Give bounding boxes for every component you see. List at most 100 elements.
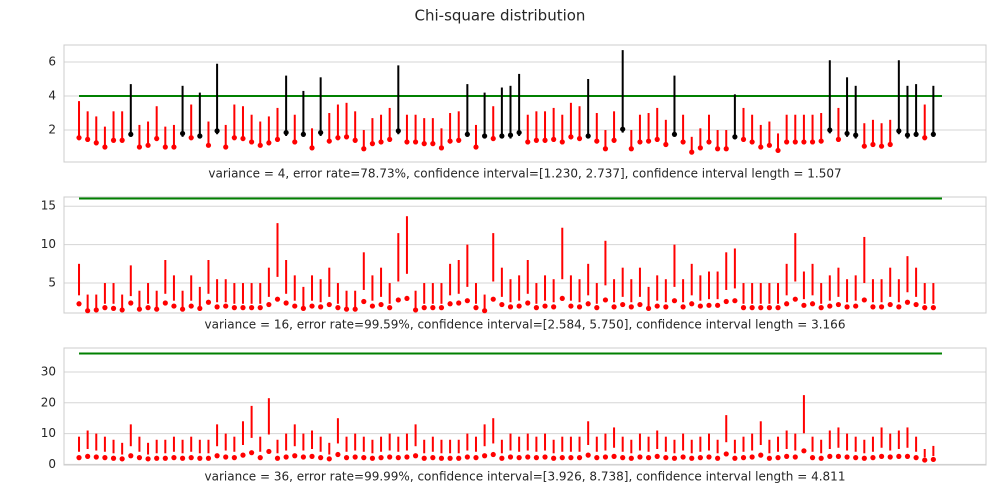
estimate-dot — [645, 455, 652, 461]
estimate-dot — [870, 141, 876, 148]
estimate-dot — [223, 144, 229, 150]
estimate-dot — [85, 308, 91, 314]
estimate-dot — [171, 144, 177, 150]
estimate-dot — [464, 131, 470, 137]
estimate-dot — [378, 301, 384, 308]
estimate-dot — [671, 298, 678, 304]
estimate-dot — [654, 303, 660, 309]
estimate-dot — [525, 300, 531, 306]
estimate-dot — [749, 139, 755, 145]
estimate-dot — [637, 301, 643, 308]
estimate-dot — [438, 305, 445, 311]
estimate-dot — [758, 452, 764, 458]
estimate-dot — [387, 305, 393, 311]
estimate-dot — [283, 129, 289, 136]
estimate-dot — [154, 455, 160, 461]
estimate-dot — [533, 455, 539, 461]
estimate-dot — [490, 296, 496, 302]
estimate-dot — [473, 144, 479, 150]
estimate-dot — [801, 139, 807, 145]
y-tick-label: 15 — [41, 199, 56, 213]
estimate-dot — [490, 451, 496, 458]
estimate-dot — [499, 133, 505, 139]
estimate-dot — [482, 308, 488, 314]
estimate-dot — [292, 139, 298, 145]
y-tick-label: 4 — [48, 89, 56, 103]
estimate-dot — [421, 455, 427, 461]
estimate-dot — [689, 149, 695, 155]
estimate-dot — [680, 139, 686, 145]
estimate-dot — [861, 143, 867, 149]
estimate-dot — [533, 305, 539, 311]
estimate-dot — [378, 139, 384, 145]
estimate-dot — [110, 455, 117, 461]
estimate-dot — [904, 132, 911, 138]
estimate-dot — [533, 137, 539, 143]
estimate-dot — [715, 302, 721, 308]
estimate-dot — [766, 455, 772, 461]
estimate-dot — [628, 455, 634, 461]
estimate-dot — [300, 131, 306, 137]
estimate-dot — [930, 456, 936, 463]
estimate-dot — [775, 305, 781, 311]
axis-caption: variance = 16, error rate=99.59%, confid… — [205, 318, 846, 332]
estimate-dot — [464, 454, 470, 460]
estimate-dot — [266, 301, 272, 308]
estimate-dot — [76, 135, 82, 141]
estimate-dot — [620, 455, 626, 461]
estimate-dot — [438, 455, 445, 461]
estimate-dot — [335, 305, 341, 311]
estimate-dot — [697, 455, 703, 461]
estimate-dot — [740, 305, 747, 311]
estimate-dot — [387, 454, 393, 460]
estimate-dot — [456, 300, 462, 306]
estimate-dot — [119, 307, 125, 313]
estimate-dot — [309, 453, 315, 459]
estimate-dot — [343, 134, 350, 140]
estimate-dot — [482, 453, 488, 459]
estimate-dot — [361, 455, 367, 461]
estimate-dot — [568, 134, 574, 140]
estimate-dot — [369, 455, 376, 461]
estimate-dot — [568, 303, 574, 309]
estimate-dot — [809, 455, 816, 461]
estimate-dot — [697, 145, 703, 151]
estimate-dot — [85, 136, 91, 142]
estimate-dot — [249, 305, 255, 311]
estimate-dot — [611, 453, 617, 459]
estimate-dot — [870, 304, 876, 310]
estimate-dot — [792, 139, 798, 145]
estimate-dot — [335, 135, 341, 141]
estimate-dot — [594, 305, 600, 311]
estimate-dot — [76, 455, 82, 461]
estimate-dot — [818, 305, 824, 311]
estimate-dot — [361, 146, 367, 152]
estimate-dot — [249, 450, 255, 456]
estimate-dot — [188, 303, 194, 309]
estimate-dot — [223, 454, 229, 460]
estimate-dot — [300, 305, 306, 311]
estimate-dot — [749, 305, 755, 311]
estimate-dot — [551, 455, 557, 461]
estimate-dot — [473, 455, 479, 461]
estimate-dot — [697, 303, 703, 309]
estimate-dot — [188, 135, 194, 141]
estimate-dot — [430, 305, 436, 311]
estimate-dot — [542, 454, 548, 460]
estimate-dot — [628, 146, 634, 152]
estimate-dot — [318, 129, 324, 136]
estimate-dot — [240, 135, 246, 142]
y-tick-label: 10 — [41, 426, 56, 440]
y-tick-label: 0 — [48, 457, 56, 471]
estimate-dot — [395, 297, 401, 303]
estimate-dot — [110, 305, 117, 311]
estimate-dot — [154, 306, 160, 312]
estimate-dot — [438, 145, 445, 151]
estimate-dot — [775, 147, 781, 154]
estimate-dot — [352, 137, 358, 143]
estimate-dot — [654, 136, 660, 142]
estimate-dot — [766, 305, 772, 311]
estimate-dot — [507, 132, 514, 138]
estimate-dot — [162, 144, 168, 150]
